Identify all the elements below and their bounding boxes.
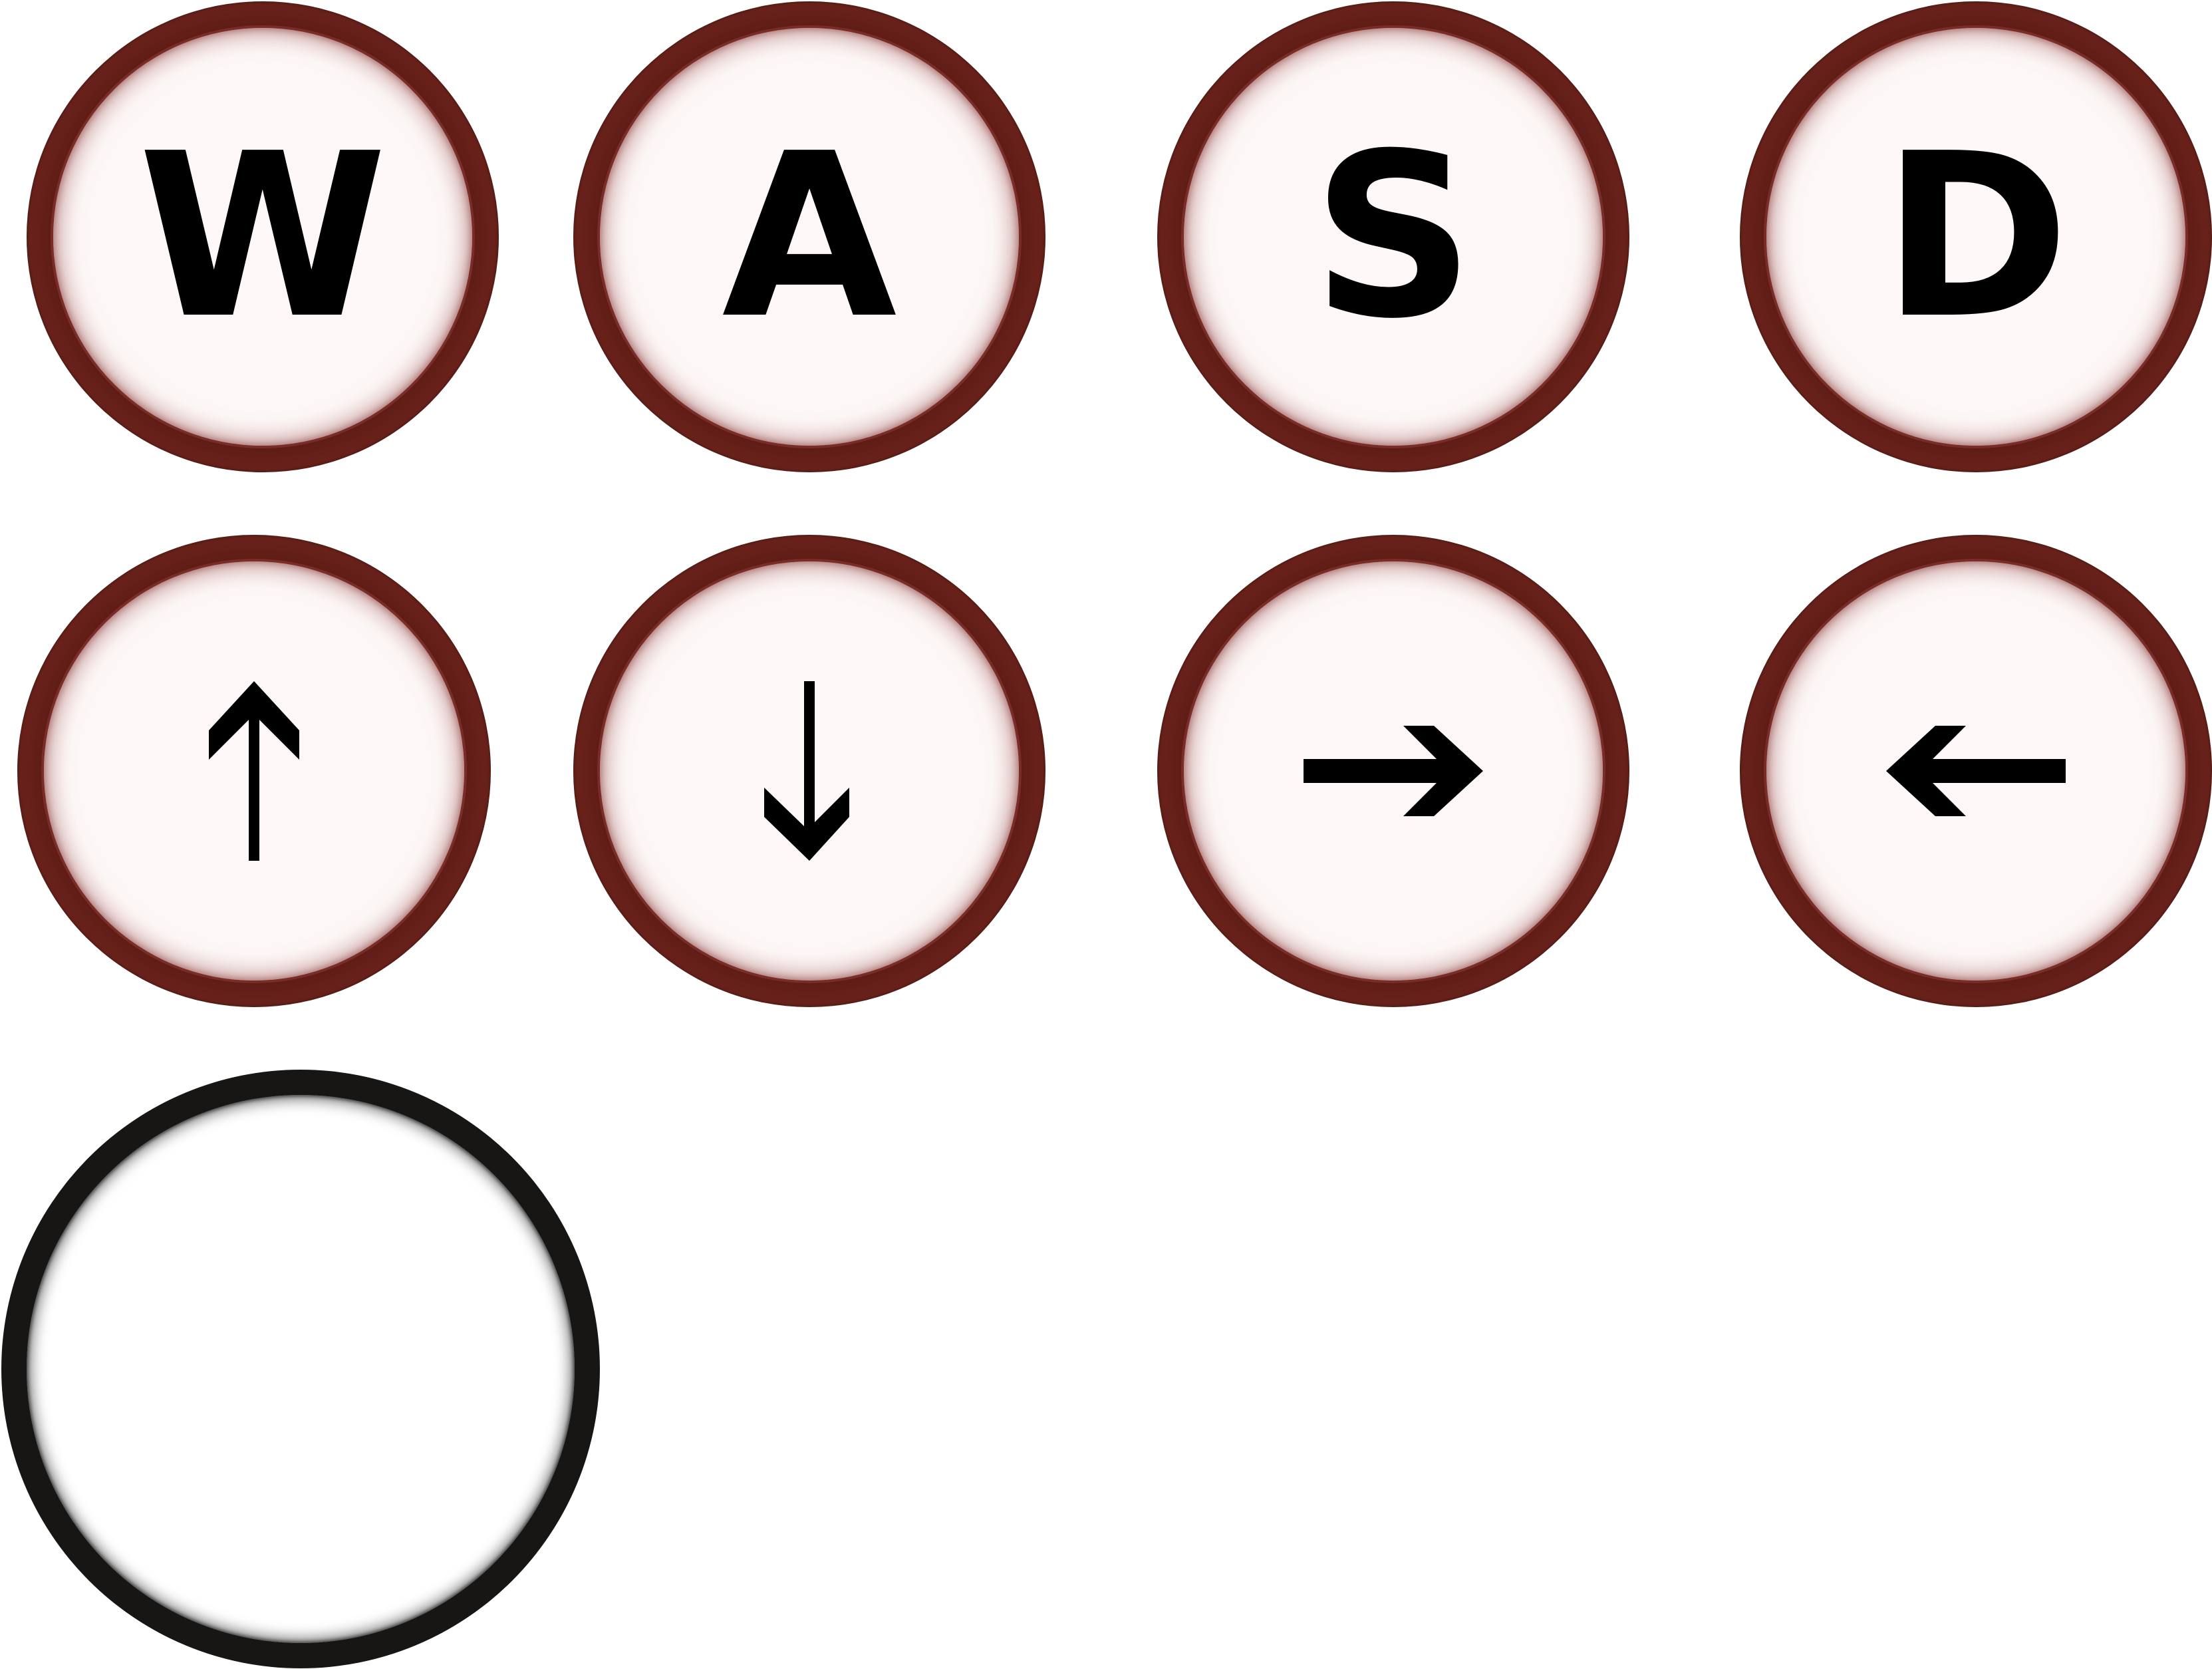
arrow-up-icon — [209, 681, 299, 861]
key-d-face — [1766, 28, 2185, 446]
key-s-label: S — [1312, 105, 1475, 369]
blank-key-face — [27, 1095, 575, 1643]
arrow-down-icon — [764, 681, 849, 861]
key-down-button[interactable] — [573, 535, 1045, 1007]
key-s-face — [1184, 28, 1603, 446]
key-left-button[interactable] — [1740, 535, 2212, 1007]
key-w-label: W — [138, 105, 388, 369]
arrow-left-icon — [1886, 726, 2066, 816]
key-d-button[interactable]: D — [1740, 1, 2212, 472]
key-w-button[interactable]: W — [27, 1, 499, 472]
key-d-label: D — [1881, 105, 2070, 369]
key-up-button[interactable] — [17, 535, 491, 1007]
key-w-face — [53, 28, 472, 446]
key-a-face — [600, 28, 1019, 446]
key-right-button[interactable] — [1157, 535, 1629, 1007]
blank-key-button[interactable] — [1, 1070, 600, 1668]
key-s-button[interactable]: S — [1157, 1, 1629, 472]
key-a-button[interactable]: A — [573, 1, 1045, 472]
arrow-right-icon — [1304, 726, 1483, 816]
key-a-label: A — [722, 105, 897, 369]
